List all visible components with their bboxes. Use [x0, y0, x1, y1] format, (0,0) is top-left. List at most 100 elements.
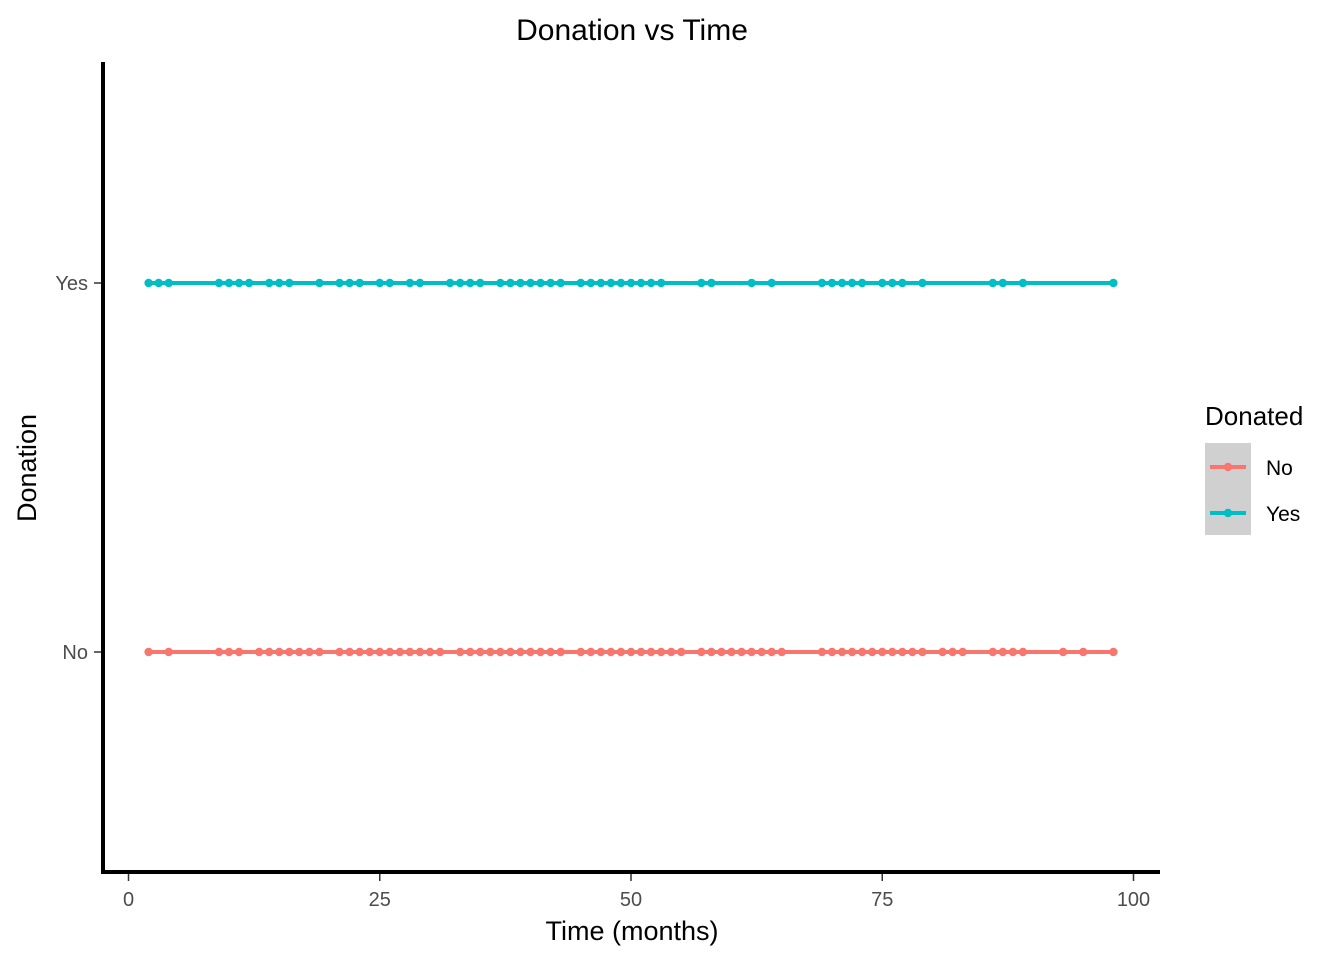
data-point: [415, 278, 425, 288]
data-point: [385, 647, 394, 657]
series-yes: [144, 278, 1118, 288]
data-point: [646, 278, 656, 288]
data-point: [898, 647, 907, 657]
legend: Donated No Yes: [1205, 401, 1303, 535]
data-point: [1018, 278, 1028, 288]
data-point: [868, 647, 877, 657]
data-point: [244, 278, 254, 288]
data-point: [455, 278, 465, 288]
data-point: [415, 647, 425, 657]
x-tick-label: 75: [871, 889, 893, 911]
legend-label: No: [1266, 457, 1293, 480]
data-point: [526, 647, 535, 657]
legend-label: Yes: [1266, 503, 1300, 526]
x-axis-ticks: 0 25 50 75 100: [123, 874, 1150, 911]
data-point: [857, 278, 867, 288]
data-point: [727, 647, 736, 657]
data-point: [1018, 647, 1028, 657]
data-point: [827, 278, 837, 288]
data-point: [506, 647, 515, 657]
data-point: [988, 278, 997, 288]
data-point: [476, 647, 485, 657]
data-point: [536, 278, 545, 288]
data-point: [827, 647, 837, 657]
data-point: [988, 647, 997, 657]
data-point: [1058, 647, 1068, 657]
data-point: [656, 647, 666, 657]
data-point: [1079, 647, 1088, 657]
data-point: [908, 647, 917, 657]
data-point: [898, 278, 907, 288]
data-point: [767, 647, 776, 657]
data-point: [817, 278, 827, 288]
data-point: [616, 647, 626, 657]
y-axis-ticks: No Yes: [55, 273, 101, 664]
data-point: [315, 278, 324, 288]
data-point: [345, 278, 354, 288]
data-point: [476, 278, 485, 288]
data-point: [837, 647, 847, 657]
data-point: [265, 278, 274, 288]
data-point: [586, 647, 595, 657]
data-point: [576, 647, 585, 657]
data-point: [646, 647, 656, 657]
data-point: [606, 278, 616, 288]
data-point: [385, 278, 394, 288]
data-point: [224, 278, 234, 288]
data-point: [556, 647, 565, 657]
data-point: [626, 647, 636, 657]
data-point: [265, 647, 274, 657]
data-point: [455, 647, 465, 657]
data-point: [254, 647, 264, 657]
data-point: [536, 647, 545, 657]
data-point: [1109, 278, 1118, 288]
data-point: [717, 647, 726, 657]
data-point: [757, 647, 766, 657]
data-point: [405, 647, 415, 657]
data-point: [857, 647, 867, 657]
data-point: [667, 647, 676, 657]
data-point: [335, 278, 344, 288]
y-tick-label: No: [62, 642, 88, 664]
data-point: [144, 647, 153, 657]
data-point: [375, 278, 384, 288]
y-tick-label: Yes: [55, 273, 88, 295]
data-point: [425, 647, 435, 657]
data-point: [837, 278, 847, 288]
data-point: [888, 647, 897, 657]
data-point: [958, 647, 967, 657]
x-axis-title: Time (months): [545, 916, 718, 946]
data-point: [1109, 647, 1118, 657]
data-point: [556, 278, 565, 288]
series-no: [144, 647, 1118, 657]
data-point: [285, 647, 294, 657]
data-point: [144, 278, 153, 288]
data-point: [847, 647, 857, 657]
data-point: [586, 278, 595, 288]
data-point: [506, 278, 515, 288]
y-axis-title: Donation: [12, 414, 42, 522]
data-point: [234, 278, 244, 288]
data-point: [435, 647, 445, 657]
data-point: [777, 647, 786, 657]
data-point: [596, 278, 606, 288]
data-point: [878, 647, 887, 657]
data-point: [606, 647, 616, 657]
legend-key-point: [1223, 462, 1233, 472]
data-point: [164, 647, 173, 657]
legend-item-yes: Yes: [1210, 503, 1300, 526]
data-point: [656, 278, 666, 288]
plot-area: [144, 278, 1118, 657]
data-point: [817, 647, 827, 657]
legend-item-no: No: [1210, 457, 1293, 480]
data-point: [275, 278, 284, 288]
x-tick-label: 25: [369, 889, 391, 911]
data-point: [295, 647, 304, 657]
data-point: [888, 278, 897, 288]
data-point: [375, 647, 384, 657]
x-tick-label: 100: [1117, 889, 1150, 911]
legend-title: Donated: [1205, 401, 1303, 431]
data-point: [747, 278, 756, 288]
data-point: [576, 278, 585, 288]
data-point: [395, 647, 405, 657]
